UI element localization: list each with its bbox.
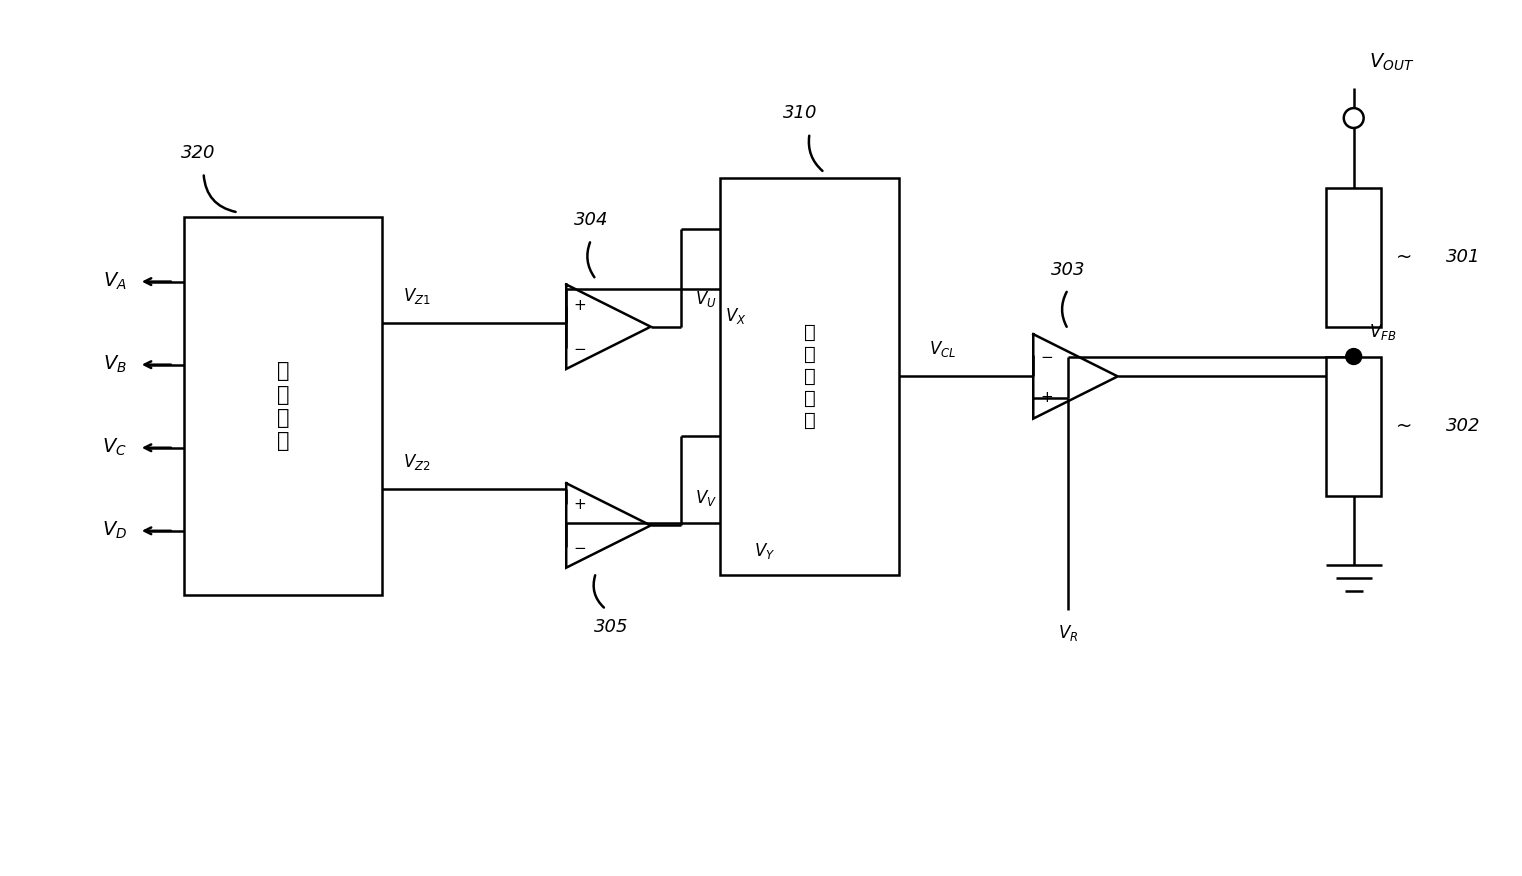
Text: $-$: $-$ xyxy=(572,539,586,554)
Text: $V_{C}$: $V_{C}$ xyxy=(102,437,126,458)
Text: $V_{U}$: $V_{U}$ xyxy=(696,289,717,309)
Text: $V_{CL}$: $V_{CL}$ xyxy=(928,338,956,358)
Bar xyxy=(1326,187,1380,327)
Text: $V_{V}$: $V_{V}$ xyxy=(696,488,717,507)
Text: 304: 304 xyxy=(574,211,609,229)
Text: ~: ~ xyxy=(1396,248,1412,266)
Bar xyxy=(1326,357,1380,496)
Text: 310: 310 xyxy=(782,104,817,122)
Text: $V_{A}$: $V_{A}$ xyxy=(103,271,126,293)
Text: $+$: $+$ xyxy=(572,497,586,512)
Text: $-$: $-$ xyxy=(1040,348,1053,363)
Text: 302: 302 xyxy=(1446,417,1479,435)
Text: 逻
辑
电
路: 逻 辑 电 路 xyxy=(277,362,289,451)
Text: $V_{Z1}$: $V_{Z1}$ xyxy=(403,286,431,307)
Text: $V_{Z2}$: $V_{Z2}$ xyxy=(403,452,431,472)
Text: $-$: $-$ xyxy=(572,340,586,356)
Text: 301: 301 xyxy=(1446,248,1479,266)
Text: 303: 303 xyxy=(1050,260,1085,279)
Text: $V_{B}$: $V_{B}$ xyxy=(103,354,126,375)
Text: $V_{OUT}$: $V_{OUT}$ xyxy=(1368,52,1414,74)
Text: $V_{X}$: $V_{X}$ xyxy=(724,306,747,326)
Text: $V_{Y}$: $V_{Y}$ xyxy=(755,541,776,562)
Bar xyxy=(720,178,900,576)
Text: 320: 320 xyxy=(181,144,216,162)
Text: $+$: $+$ xyxy=(572,298,586,313)
Text: ~: ~ xyxy=(1396,417,1412,435)
Bar xyxy=(184,217,382,595)
Text: $V_{R}$: $V_{R}$ xyxy=(1058,623,1078,643)
Text: 305: 305 xyxy=(594,618,629,636)
Text: 信
号
产
生
器: 信 号 产 生 器 xyxy=(804,323,816,430)
Circle shape xyxy=(1345,349,1362,364)
Text: $V_{FB}$: $V_{FB}$ xyxy=(1368,321,1396,342)
Text: $V_{D}$: $V_{D}$ xyxy=(102,520,126,541)
Text: $+$: $+$ xyxy=(1040,390,1053,405)
